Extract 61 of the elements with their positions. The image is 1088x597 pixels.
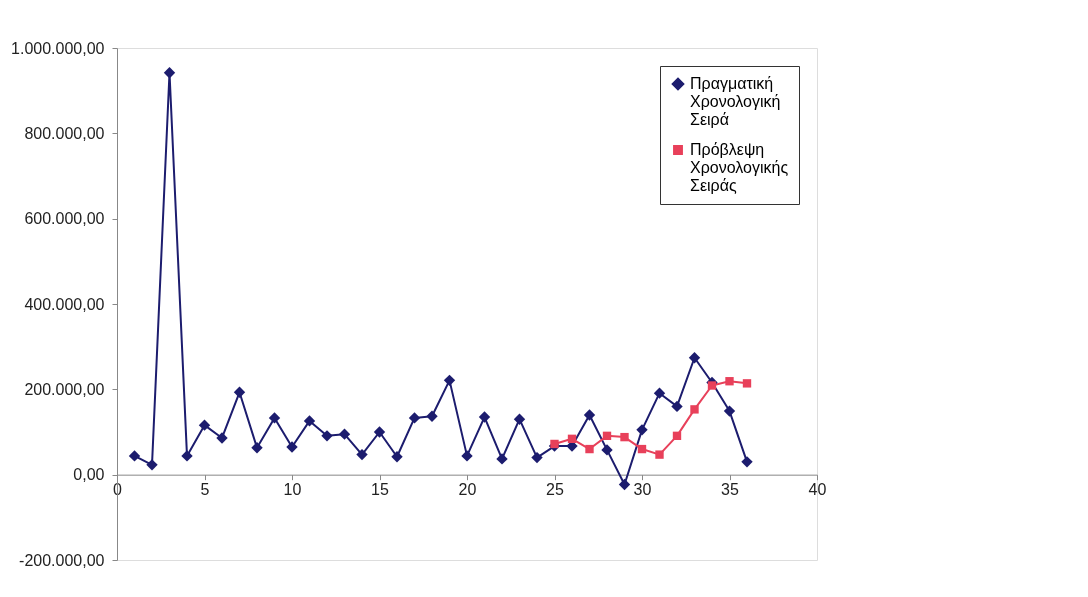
- point: [426, 410, 438, 422]
- y-tick-label: 1.000.000,00: [11, 39, 105, 57]
- point: [742, 379, 752, 388]
- point: [601, 444, 613, 456]
- x-tick-label: 30: [633, 481, 652, 499]
- x-tick-label: 25: [546, 481, 564, 499]
- point: [163, 67, 176, 79]
- point: [198, 419, 211, 431]
- point: [478, 411, 491, 423]
- y-tick-label: 200.000,00: [24, 380, 105, 398]
- point: [338, 428, 351, 440]
- legend-label: Πραγματική Χρονολογική Σειρά: [690, 75, 781, 128]
- x-tick-label: 20: [458, 481, 477, 499]
- x-tick-label: 15: [371, 481, 389, 499]
- point: [690, 405, 699, 414]
- point: [620, 432, 629, 442]
- point: [653, 387, 666, 399]
- point: [356, 448, 368, 461]
- point: [672, 431, 682, 441]
- point: [655, 450, 664, 459]
- point: [723, 405, 736, 417]
- point: [443, 374, 456, 387]
- point: [741, 456, 753, 468]
- point: [496, 453, 508, 465]
- point: [303, 415, 316, 427]
- point: [513, 413, 526, 425]
- point: [585, 444, 594, 454]
- x-tick-label: 35: [721, 481, 739, 499]
- y-tick-label: 0,00: [73, 466, 105, 484]
- point: [567, 434, 577, 444]
- point: [146, 459, 158, 471]
- point: [583, 409, 596, 421]
- point: [636, 424, 648, 436]
- point: [461, 450, 473, 462]
- point: [286, 441, 298, 453]
- point: [233, 386, 246, 399]
- y-tick-label: 800.000,00: [24, 124, 105, 142]
- y-tick-label: 600.000,00: [24, 210, 105, 228]
- point: [725, 377, 734, 386]
- point: [391, 451, 403, 463]
- y-tick-label: -200.000,00: [19, 551, 105, 569]
- point: [128, 450, 141, 462]
- point: [408, 412, 421, 424]
- point: [321, 430, 333, 442]
- point: [618, 478, 631, 491]
- point: [251, 442, 263, 454]
- point: [637, 444, 647, 454]
- point: [671, 400, 683, 413]
- point: [531, 451, 543, 464]
- point: [602, 431, 612, 441]
- x-tick-label: 10: [283, 481, 302, 499]
- point: [373, 426, 386, 438]
- x-tick-label: 40: [808, 481, 827, 499]
- point: [216, 432, 228, 444]
- legend-label: Πρόβλεψη Χρονολογικής Σειράς: [690, 141, 789, 194]
- point: [688, 352, 701, 364]
- point: [268, 412, 281, 424]
- point: [707, 381, 717, 390]
- x-tick-label: 5: [200, 481, 210, 499]
- y-tick-label: 400.000,00: [24, 295, 105, 313]
- point: [181, 450, 193, 462]
